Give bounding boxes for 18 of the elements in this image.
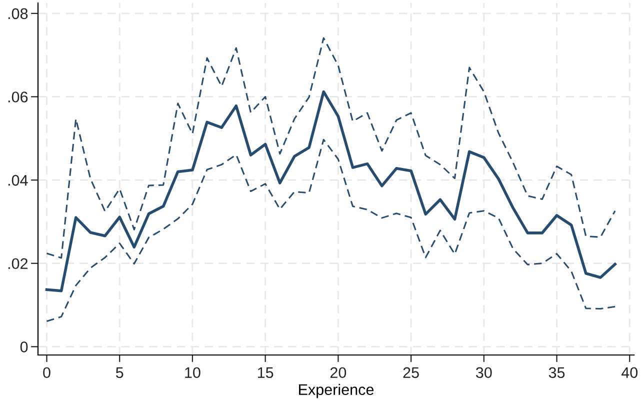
x-tick-label: 10 bbox=[185, 367, 200, 378]
x-tick-label: 35 bbox=[548, 367, 565, 378]
y-tick-label: .02 bbox=[8, 258, 28, 270]
y-tick-label: 0 bbox=[20, 342, 28, 352]
line-series bbox=[46, 37, 616, 259]
line-series bbox=[46, 138, 616, 322]
x-tick-label: 20 bbox=[330, 367, 346, 378]
x-tick-label: 5 bbox=[116, 367, 124, 378]
x-axis-title: Experience bbox=[299, 384, 374, 398]
x-tick-label: 15 bbox=[258, 367, 274, 378]
line-series bbox=[45, 90, 616, 292]
x-tick-label: 30 bbox=[476, 367, 492, 378]
y-tick-label: .04 bbox=[8, 174, 28, 186]
x-tick-label: 25 bbox=[403, 367, 419, 378]
x-tick-label: 0 bbox=[43, 367, 50, 378]
y-tick-label: .08 bbox=[8, 8, 28, 20]
y-tick-label: .06 bbox=[8, 92, 28, 102]
x-tick-label: 40 bbox=[621, 367, 638, 378]
